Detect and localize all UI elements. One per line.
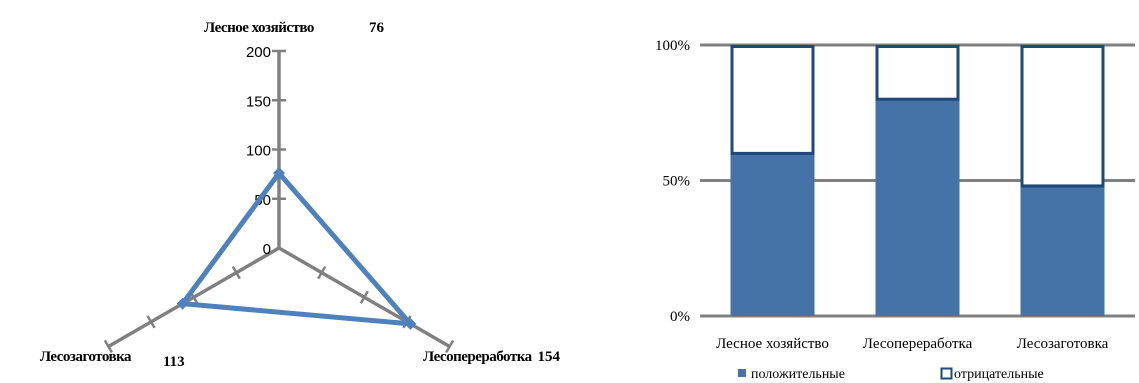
radar-point-item-1 (273, 167, 285, 180)
legend-swatch-positive (738, 369, 746, 377)
radar-category-label-item-2: Лесопереработка (423, 349, 533, 365)
legend-label-positive: положительные (751, 367, 845, 382)
bar-y-tick-labels: 0% 50% 100% (655, 38, 690, 325)
bar-legend: положительные отрицательные (738, 367, 1044, 382)
bar-category-label-item-1: Лесное хозяйство (716, 336, 829, 352)
radar-category-label-item-3: Лесозаготовка (40, 349, 132, 365)
radar-tick-label-1: 0 (263, 241, 271, 258)
bar-marks (730, 45, 1105, 316)
radar-tick-mark-item-2-2 (317, 265, 327, 280)
radar-tick-mark-item-3-2 (231, 265, 241, 280)
bar-positive-item-1 (730, 153, 815, 316)
bar-category-label-item-2: Лесопереработка (863, 336, 973, 352)
radar-tick-mark-item-3-5 (103, 339, 113, 354)
radar-series-line (180, 170, 413, 327)
bar-category-label-item-3: Лесозаготовка (1017, 336, 1109, 352)
bar-negative-item-3 (1020, 45, 1105, 188)
radar-point-item-2 (404, 317, 417, 330)
radar-value-label-item-3: 113 (163, 354, 185, 370)
stacked-bar-chart: 0% 50% 100% Лесное хозяйство Лесопереработк… (655, 38, 1135, 382)
radar-tick-label-4: 150 (246, 93, 271, 110)
legend-swatch-negative (940, 367, 953, 380)
radar-series (176, 167, 417, 330)
bar-category-labels: Лесное хозяйство Лесопереработка Лесозагот… (716, 336, 1109, 352)
bar-y-tick-label-1: 0% (670, 309, 690, 325)
legend-label-negative: отрицательные (954, 367, 1044, 382)
radar-axes (103, 49, 455, 354)
radar-tick-mark-item-2-3 (359, 290, 369, 304)
radar-point-item-3 (176, 297, 189, 310)
radar-tick-mark-item-3-4 (146, 315, 156, 329)
bar-y-tick-label-2: 50% (663, 174, 691, 190)
bar-positive-item-3 (1020, 185, 1105, 316)
radar-tick-label-3: 100 (246, 143, 271, 160)
radar-category-label-item-1: Лесное хозяйство (204, 20, 314, 36)
bar-positive-item-2 (875, 99, 960, 316)
radar-tick-mark-item-2-5 (445, 339, 455, 354)
bar-negative-item-1 (730, 45, 815, 155)
bar-negative-item-2 (875, 45, 960, 101)
radar-category-labels: Лесное хозяйство Лесопереработка Лесозагот… (40, 20, 560, 370)
radar-tick-label-5: 200 (246, 44, 271, 61)
radar-value-label-item-2: 154 (538, 349, 561, 365)
radar-value-label-item-1: 76 (369, 20, 385, 36)
bar-y-tick-label-3: 100% (655, 38, 690, 54)
